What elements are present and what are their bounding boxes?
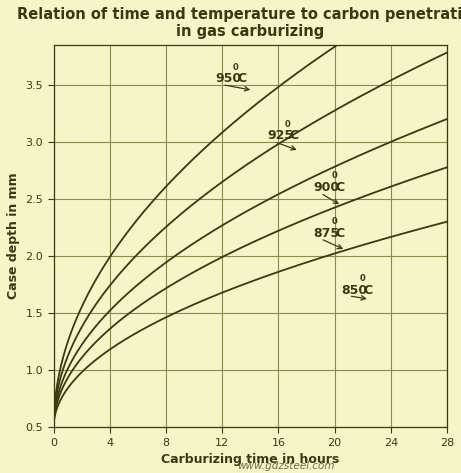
- Text: C: C: [237, 72, 247, 86]
- Text: 875: 875: [313, 227, 340, 239]
- Text: 0: 0: [285, 120, 290, 129]
- Title: Relation of time and temperature to carbon penetration
in gas carburizing: Relation of time and temperature to carb…: [18, 7, 461, 39]
- Text: 950: 950: [215, 72, 241, 86]
- Text: 900: 900: [313, 181, 340, 194]
- Text: C: C: [364, 284, 373, 297]
- Text: 0: 0: [331, 171, 337, 181]
- Text: C: C: [336, 181, 345, 194]
- X-axis label: Carburizing time in hours: Carburizing time in hours: [161, 453, 339, 466]
- Y-axis label: Case depth in mm: Case depth in mm: [7, 173, 20, 299]
- Text: 0: 0: [359, 274, 365, 283]
- Text: C: C: [336, 227, 345, 239]
- Text: 850: 850: [342, 284, 368, 297]
- Text: www.gdzsteel.com: www.gdzsteel.com: [237, 461, 335, 471]
- Text: C: C: [290, 130, 298, 142]
- Text: 0: 0: [233, 63, 239, 72]
- Text: 925: 925: [267, 130, 293, 142]
- Text: 0: 0: [331, 217, 337, 226]
